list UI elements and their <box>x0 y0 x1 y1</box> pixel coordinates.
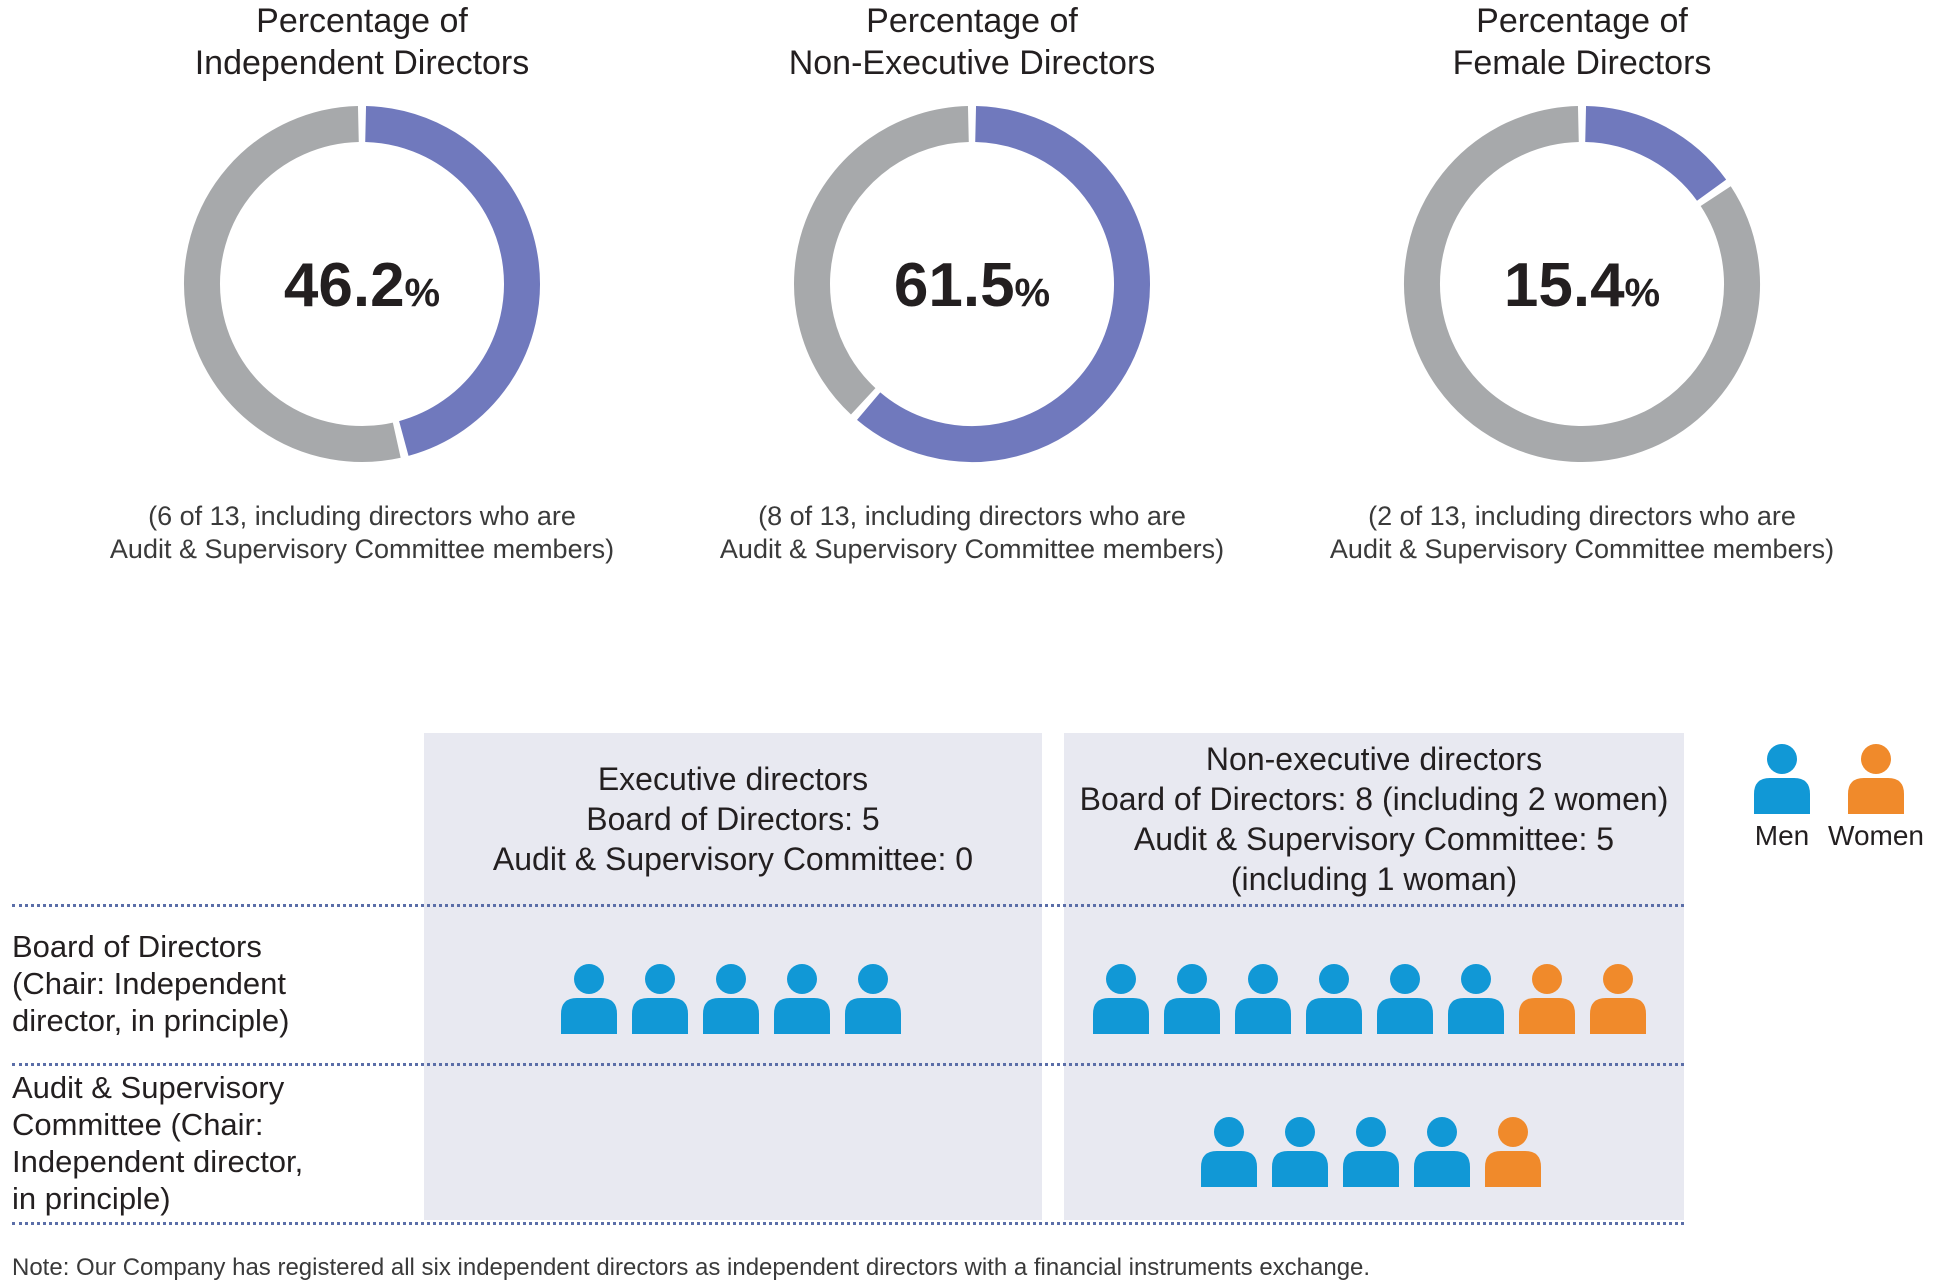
donut-nonexecutive: Percentage of Non-Executive Directors 61… <box>672 0 1272 566</box>
donut-percent-label: 46.2% <box>284 251 440 320</box>
man-icon <box>1201 1117 1257 1187</box>
donut-percent-value: 15.4 <box>1504 251 1625 320</box>
woman-icon <box>1590 964 1646 1034</box>
board-executive-icons <box>558 962 913 1034</box>
man-icon <box>703 964 759 1034</box>
donut-slice-value <box>1584 106 1727 202</box>
footnote: Note: Our Company has registered all six… <box>12 1254 1371 1281</box>
donut-title-line-2: Female Directors <box>1452 44 1712 82</box>
donut-percent-label: 61.5% <box>894 251 1050 320</box>
audit-nonexecutive-icons <box>1198 1115 1553 1187</box>
executive-header: Executive directors Board of Directors: … <box>424 759 1042 879</box>
donut-title: Percentage of Female Directors <box>1282 0 1882 84</box>
person-icon <box>1754 744 1810 814</box>
man-icon <box>1093 964 1149 1034</box>
legend-men: Men <box>1740 742 1824 852</box>
donut-note-line-1: (6 of 13, including directors who are <box>148 501 576 531</box>
nonexecutive-header-line: Non-executive directors <box>1205 741 1543 777</box>
donut-percent-value: 61.5 <box>894 251 1015 320</box>
executive-header-line: Audit & Supervisory Committee: 0 <box>492 841 974 877</box>
row-label-line: Committee (Chair: <box>12 1107 264 1142</box>
executive-header-line: Board of Directors: 5 <box>586 801 880 837</box>
donut-note-line-2: Audit & Supervisory Committee members) <box>1329 534 1835 564</box>
donut-title: Percentage of Independent Directors <box>62 0 662 84</box>
woman-icon <box>1519 964 1575 1034</box>
donut-slice-remainder <box>184 106 401 462</box>
man-icon <box>632 964 688 1034</box>
man-icon <box>1414 1117 1470 1187</box>
row-label-audit: Audit & Supervisory Committee (Chair: In… <box>12 1069 303 1217</box>
donut-chart: 46.2% <box>184 106 540 462</box>
man-icon <box>561 964 617 1034</box>
donut-note-line-1: (2 of 13, including directors who are <box>1368 501 1796 531</box>
legend-women: Women <box>1826 742 1926 852</box>
nonexecutive-header: Non-executive directors Board of Directo… <box>1064 739 1684 899</box>
row-label-line: in principle) <box>12 1181 171 1216</box>
legend-women-label: Women <box>1828 820 1924 851</box>
donut-note-line-2: Audit & Supervisory Committee members) <box>719 534 1225 564</box>
donut-slice-value <box>857 106 1150 462</box>
donut-percent-sign: % <box>405 271 441 315</box>
donut-female: Percentage of Female Directors 15.4% (2 … <box>1282 0 1882 566</box>
row-divider <box>12 1222 1684 1225</box>
donut-title-line-2: Independent Directors <box>194 44 530 82</box>
row-label-board: Board of Directors (Chair: Independent d… <box>12 928 289 1039</box>
donut-chart: 15.4% <box>1404 106 1760 462</box>
donut-note-line-2: Audit & Supervisory Committee members) <box>109 534 615 564</box>
donut-note: (6 of 13, including directors who are Au… <box>62 500 662 566</box>
donut-chart: 61.5% <box>794 106 1150 462</box>
donut-percent-value: 46.2 <box>284 251 405 320</box>
woman-icon <box>1485 1117 1541 1187</box>
man-icon <box>1377 964 1433 1034</box>
donut-percent-sign: % <box>1625 271 1661 315</box>
man-icon <box>774 964 830 1034</box>
man-icon <box>1272 1117 1328 1187</box>
nonexecutive-header-line: (including 1 woman) <box>1230 861 1518 897</box>
donut-note: (2 of 13, including directors who are Au… <box>1282 500 1882 566</box>
donut-title-line-1: Percentage of <box>866 2 1078 40</box>
person-icon <box>1848 744 1904 814</box>
legend-men-label: Men <box>1754 820 1810 851</box>
donut-slice-remainder <box>1404 106 1760 462</box>
donut-title-line-1: Percentage of <box>1476 2 1688 40</box>
donut-note: (8 of 13, including directors who are Au… <box>672 500 1272 566</box>
row-label-line: Board of Directors <box>12 929 262 964</box>
row-label-line: Audit & Supervisory <box>12 1070 285 1105</box>
donut-title-line-2: Non-Executive Directors <box>788 44 1156 82</box>
donut-percent-sign: % <box>1015 271 1051 315</box>
man-icon <box>1448 964 1504 1034</box>
man-icon <box>1164 964 1220 1034</box>
board-nonexecutive-icons <box>1090 962 1658 1034</box>
executive-header-line: Executive directors <box>597 761 869 797</box>
man-icon <box>1235 964 1291 1034</box>
row-divider <box>12 904 1684 907</box>
donut-percent-label: 15.4% <box>1504 251 1660 320</box>
donut-title-line-1: Percentage of <box>256 2 468 40</box>
donut-title: Percentage of Non-Executive Directors <box>672 0 1272 84</box>
row-label-line: director, in principle) <box>12 1003 290 1038</box>
man-icon <box>845 964 901 1034</box>
row-divider <box>12 1063 1684 1066</box>
row-label-line: Independent director, <box>12 1144 304 1179</box>
donut-slice-value <box>365 106 540 456</box>
donut-slice-remainder <box>794 106 970 415</box>
nonexecutive-header-line: Audit & Supervisory Committee: 5 <box>1133 821 1615 857</box>
donut-note-line-1: (8 of 13, including directors who are <box>758 501 1186 531</box>
donut-independent: Percentage of Independent Directors 46.2… <box>62 0 662 566</box>
row-label-line: (Chair: Independent <box>12 966 287 1001</box>
nonexecutive-header-line: Board of Directors: 8 (including 2 women… <box>1079 781 1669 817</box>
man-icon <box>1306 964 1362 1034</box>
man-icon <box>1343 1117 1399 1187</box>
